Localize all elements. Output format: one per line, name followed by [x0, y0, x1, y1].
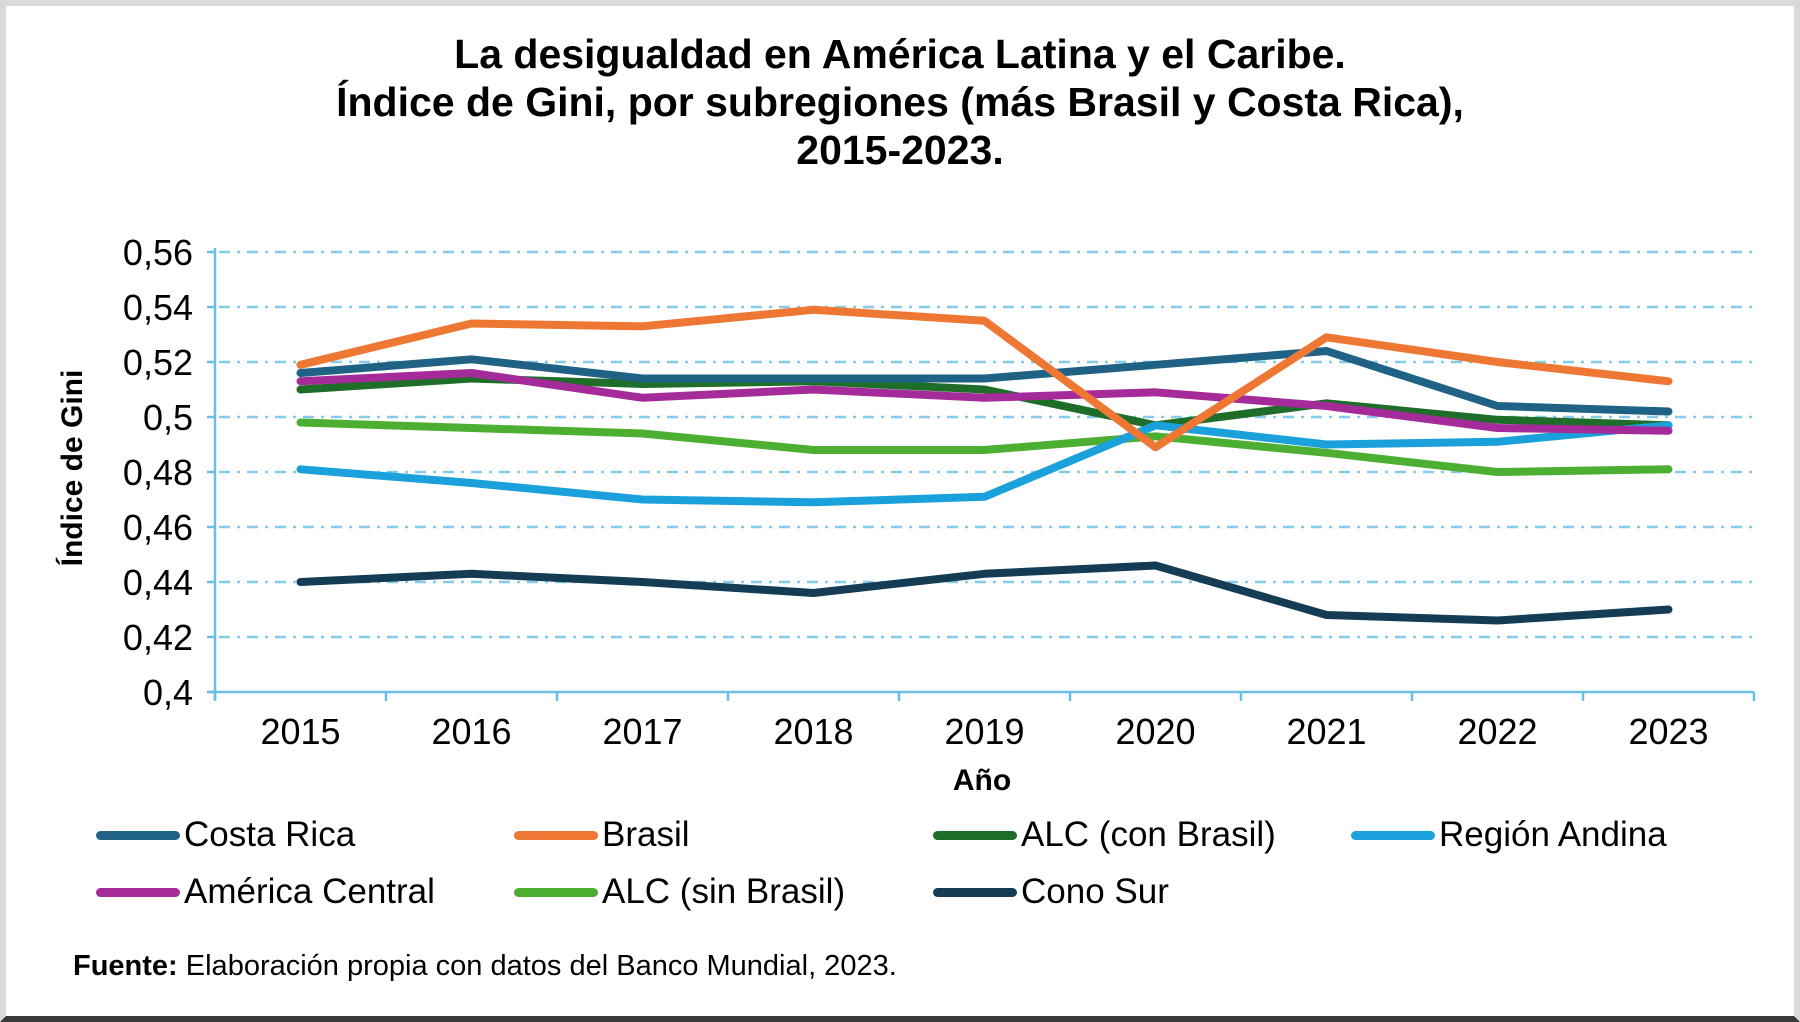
y-tick-labels: 0,4 0,42 0,44 0,46 0,48 0,5 0,52 0,54 0,56 [123, 232, 193, 713]
series-line-cono-sur [296, 561, 1673, 625]
x-tick-label: 2016 [431, 711, 511, 752]
series-line-alc-con-brasil [296, 374, 1673, 430]
y-tick-label: 0,52 [123, 342, 193, 383]
series-line-alc-sin-brasil [296, 418, 1673, 476]
y-tick-label: 0,54 [123, 287, 193, 328]
legend-label: ALC (sin Brasil) [602, 872, 846, 911]
legend-item-cono-sur: Cono Sur [933, 872, 1169, 912]
x-tick-label: 2017 [602, 711, 682, 752]
x-tick-labels: 2015 2016 2017 2018 2019 2020 2021 2022 2023 [260, 711, 1708, 752]
gridlines [219, 250, 1754, 639]
x-tick-label: 2020 [1115, 711, 1195, 752]
legend-item-brasil: Brasil [514, 815, 690, 855]
y-tick-label: 0,46 [123, 507, 193, 548]
legend-label: Región Andina [1439, 815, 1667, 854]
legend-label: Costa Rica [184, 815, 356, 854]
chart-title-line-3: 2015-2023. [796, 127, 1004, 173]
legend-swatch [96, 887, 180, 897]
y-tick-label: 0,4 [143, 672, 193, 713]
legend-label: Brasil [602, 815, 690, 854]
chart-title-line-2: Índice de Gini, por subregiones (más Bra… [336, 79, 1464, 125]
y-axis-label: Índice de Gini [56, 369, 89, 567]
legend-label: ALC (con Brasil) [1021, 815, 1276, 854]
legend-swatch [96, 830, 180, 840]
legend-item-america-central: América Central [96, 872, 435, 912]
chart-title: La desigualdad en América Latina y el Ca… [0, 30, 1800, 174]
x-tick-label: 2021 [1286, 711, 1366, 752]
y-tick-label: 0,48 [123, 452, 193, 493]
source-note: Fuente: Elaboración propia con datos del… [73, 950, 897, 983]
series-line-america-central [296, 369, 1673, 435]
series-line-region-andina [296, 421, 1673, 507]
series-lines [296, 305, 1673, 625]
y-tick-label: 0,44 [123, 562, 193, 603]
source-text: Elaboración propia con datos del Banco M… [177, 950, 897, 982]
legend-label: América Central [184, 872, 435, 911]
legend-swatch [933, 887, 1017, 897]
legend-item-alc-con-brasil: ALC (con Brasil) [933, 815, 1276, 855]
legend-swatch [514, 887, 598, 897]
legend-item-alc-sin-brasil: ALC (sin Brasil) [514, 872, 845, 912]
legend-swatch [1351, 830, 1435, 840]
legend-label: Cono Sur [1021, 872, 1169, 911]
legend-item-region-andina: Región Andina [1351, 815, 1667, 855]
y-tick-label: 0,56 [123, 232, 193, 273]
x-tick-label: 2022 [1457, 711, 1537, 752]
x-tick-label: 2015 [260, 711, 340, 752]
x-tick-label: 2019 [944, 711, 1024, 752]
chart-title-line-1: La desigualdad en América Latina y el Ca… [454, 31, 1346, 77]
axes [207, 248, 1756, 701]
source-label: Fuente: [73, 950, 178, 982]
legend-swatch [514, 830, 598, 840]
x-tick-label: 2023 [1628, 711, 1708, 752]
y-tick-label: 0,42 [123, 617, 193, 658]
series-line-brasil [296, 305, 1673, 452]
x-tick-label: 2018 [773, 711, 853, 752]
y-tick-label: 0,5 [143, 397, 193, 438]
series-line-costa-rica [296, 347, 1673, 416]
x-axis-label: Año [952, 764, 1012, 797]
legend-item-costa-rica: Costa Rica [96, 815, 355, 855]
legend-swatch [933, 830, 1017, 840]
